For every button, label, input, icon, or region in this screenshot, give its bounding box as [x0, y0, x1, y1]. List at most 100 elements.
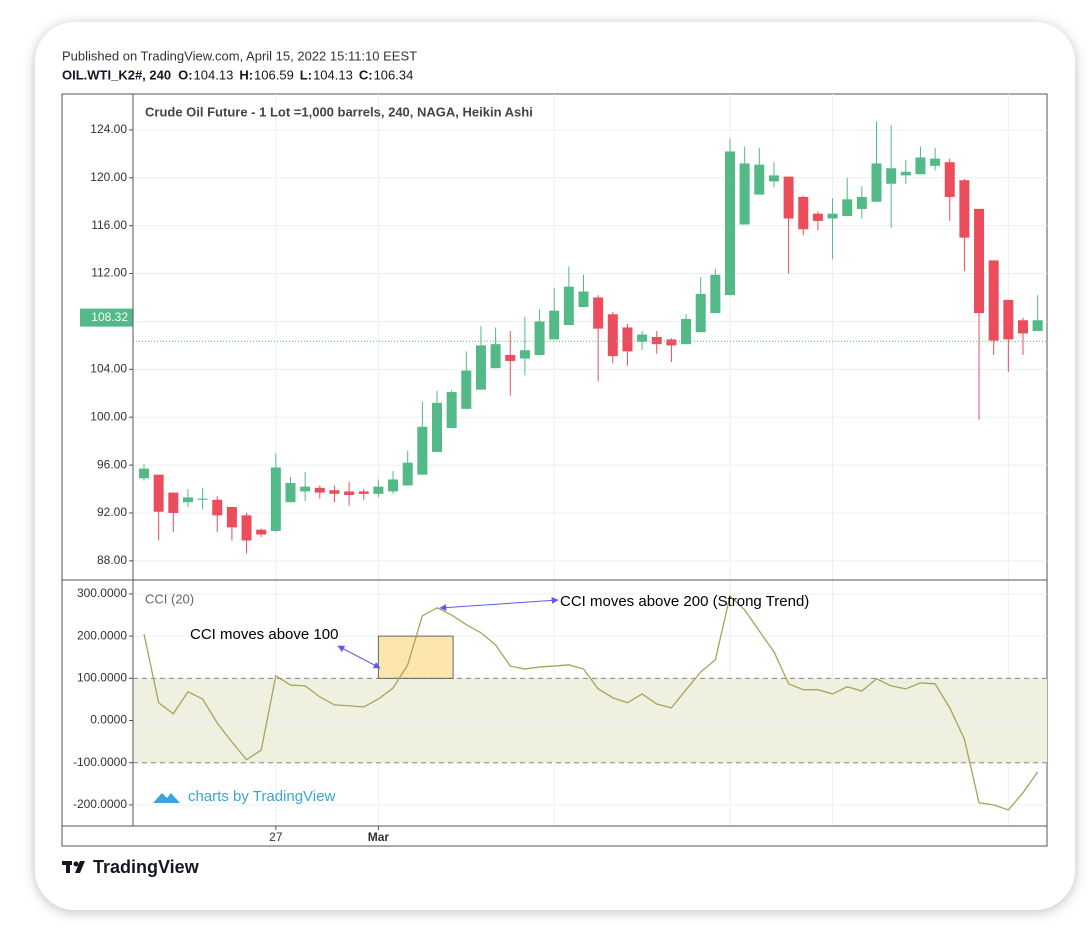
candle-body	[710, 274, 721, 314]
candle-body	[578, 291, 589, 308]
highlight-box	[377, 635, 454, 679]
y-tick-label: 0.0000	[90, 713, 127, 727]
candle-body	[490, 344, 501, 369]
candle-body	[886, 168, 897, 184]
candle-body	[534, 321, 545, 355]
price-label-box	[80, 308, 133, 327]
candle-body	[651, 337, 662, 345]
watermark: charts by TradingView	[153, 788, 335, 805]
candle-body	[959, 180, 970, 238]
candle-body	[1003, 299, 1014, 340]
candle-body	[768, 175, 779, 182]
candle-body	[168, 492, 179, 513]
x-tick-label: 27	[269, 830, 283, 844]
candle-body	[505, 354, 516, 361]
y-tick-label: 96.00	[97, 457, 127, 471]
candle-body	[388, 479, 399, 492]
candle-body	[226, 506, 237, 528]
candle-body	[915, 157, 926, 175]
card	[35, 22, 1075, 910]
x-tick-label: Mar	[368, 830, 390, 844]
candle-body	[461, 370, 472, 409]
candle-body	[270, 467, 281, 531]
y-tick-label: 124.00	[90, 122, 127, 136]
candle-body	[827, 213, 838, 219]
candle-body	[725, 151, 735, 296]
y-tick-label: 92.00	[97, 505, 127, 519]
candle-body	[593, 297, 604, 329]
published-text: Published on TradingView.com, April 15, …	[62, 48, 417, 63]
y-tick-label: 88.00	[97, 553, 127, 567]
candle-body	[681, 319, 692, 345]
y-tick-label: 300.0000	[77, 586, 127, 600]
price-label: 108.32	[91, 310, 128, 324]
candle-body	[373, 486, 384, 494]
candle-body	[783, 176, 794, 219]
candle-body	[256, 529, 267, 535]
ohlc-value: 104.13	[313, 67, 353, 82]
candle-body	[637, 334, 648, 342]
logo-icon	[66, 861, 70, 873]
ohlc-key: O:	[178, 67, 192, 82]
candle-body	[549, 310, 560, 340]
candle-body	[695, 293, 706, 333]
candle-body	[417, 426, 428, 475]
price-title: Crude Oil Future - 1 Lot =1,000 barrels,…	[145, 104, 533, 119]
candle-body	[900, 171, 911, 176]
candle-body	[212, 499, 223, 516]
candle-body	[139, 468, 149, 479]
ohlc-key: C:	[359, 67, 373, 82]
y-tick-label: 100.00	[90, 409, 127, 423]
candle-body	[944, 162, 955, 197]
candle-body	[285, 483, 296, 503]
watermark-icon	[153, 793, 180, 803]
candle-body	[754, 164, 765, 195]
candle-body	[446, 392, 457, 428]
y-tick-label: 104.00	[90, 361, 127, 375]
candle-body	[153, 474, 164, 512]
candle-body	[812, 213, 823, 221]
y-tick-label: 100.0000	[77, 670, 127, 684]
ohlc-value: 104.13	[194, 67, 234, 82]
y-tick-label: 120.00	[90, 170, 127, 184]
candle-body	[1018, 320, 1028, 334]
y-tick-label: -100.0000	[73, 755, 127, 769]
candle-body	[182, 497, 193, 503]
ohlc-value: 106.59	[254, 67, 294, 82]
annotation-arrow	[439, 596, 559, 612]
y-tick-label: -200.0000	[73, 797, 127, 811]
logo-icon	[73, 861, 79, 867]
watermark-text: charts by TradingView	[188, 788, 335, 805]
cci-line	[143, 594, 1039, 811]
candle-body	[798, 196, 809, 230]
candle-body	[300, 486, 311, 492]
candle-body	[666, 339, 677, 346]
annotation-arrow	[337, 645, 381, 669]
candle-body	[1032, 320, 1043, 332]
logo-text: TradingView	[93, 857, 200, 877]
candle-body	[871, 163, 882, 202]
symbol: OIL.WTI_K2#, 240	[62, 67, 171, 82]
candle-body	[432, 402, 442, 452]
candle-body	[622, 327, 633, 352]
ohlc-key: H:	[239, 67, 253, 82]
symbol-header: OIL.WTI_K2#, 240 O: 104.13 H: 106.59 L: 104.13…	[62, 67, 413, 82]
y-tick-label: 112.00	[91, 266, 127, 280]
candle-body	[358, 491, 369, 494]
y-tick-label: 116.00	[91, 218, 127, 232]
candle-body	[988, 260, 999, 341]
candle-body	[856, 196, 867, 209]
candle-body	[842, 199, 853, 217]
ohlc-key: L:	[300, 67, 312, 82]
candle-body	[930, 158, 941, 166]
candle-body	[607, 314, 618, 357]
candle-body	[563, 286, 574, 326]
logo: TradingView	[62, 857, 200, 877]
candle-body	[402, 462, 413, 486]
candle-body	[329, 490, 340, 494]
annotation: CCI moves above 100	[190, 626, 338, 643]
candle-body	[241, 515, 252, 541]
y-tick-label: 200.0000	[77, 628, 127, 642]
